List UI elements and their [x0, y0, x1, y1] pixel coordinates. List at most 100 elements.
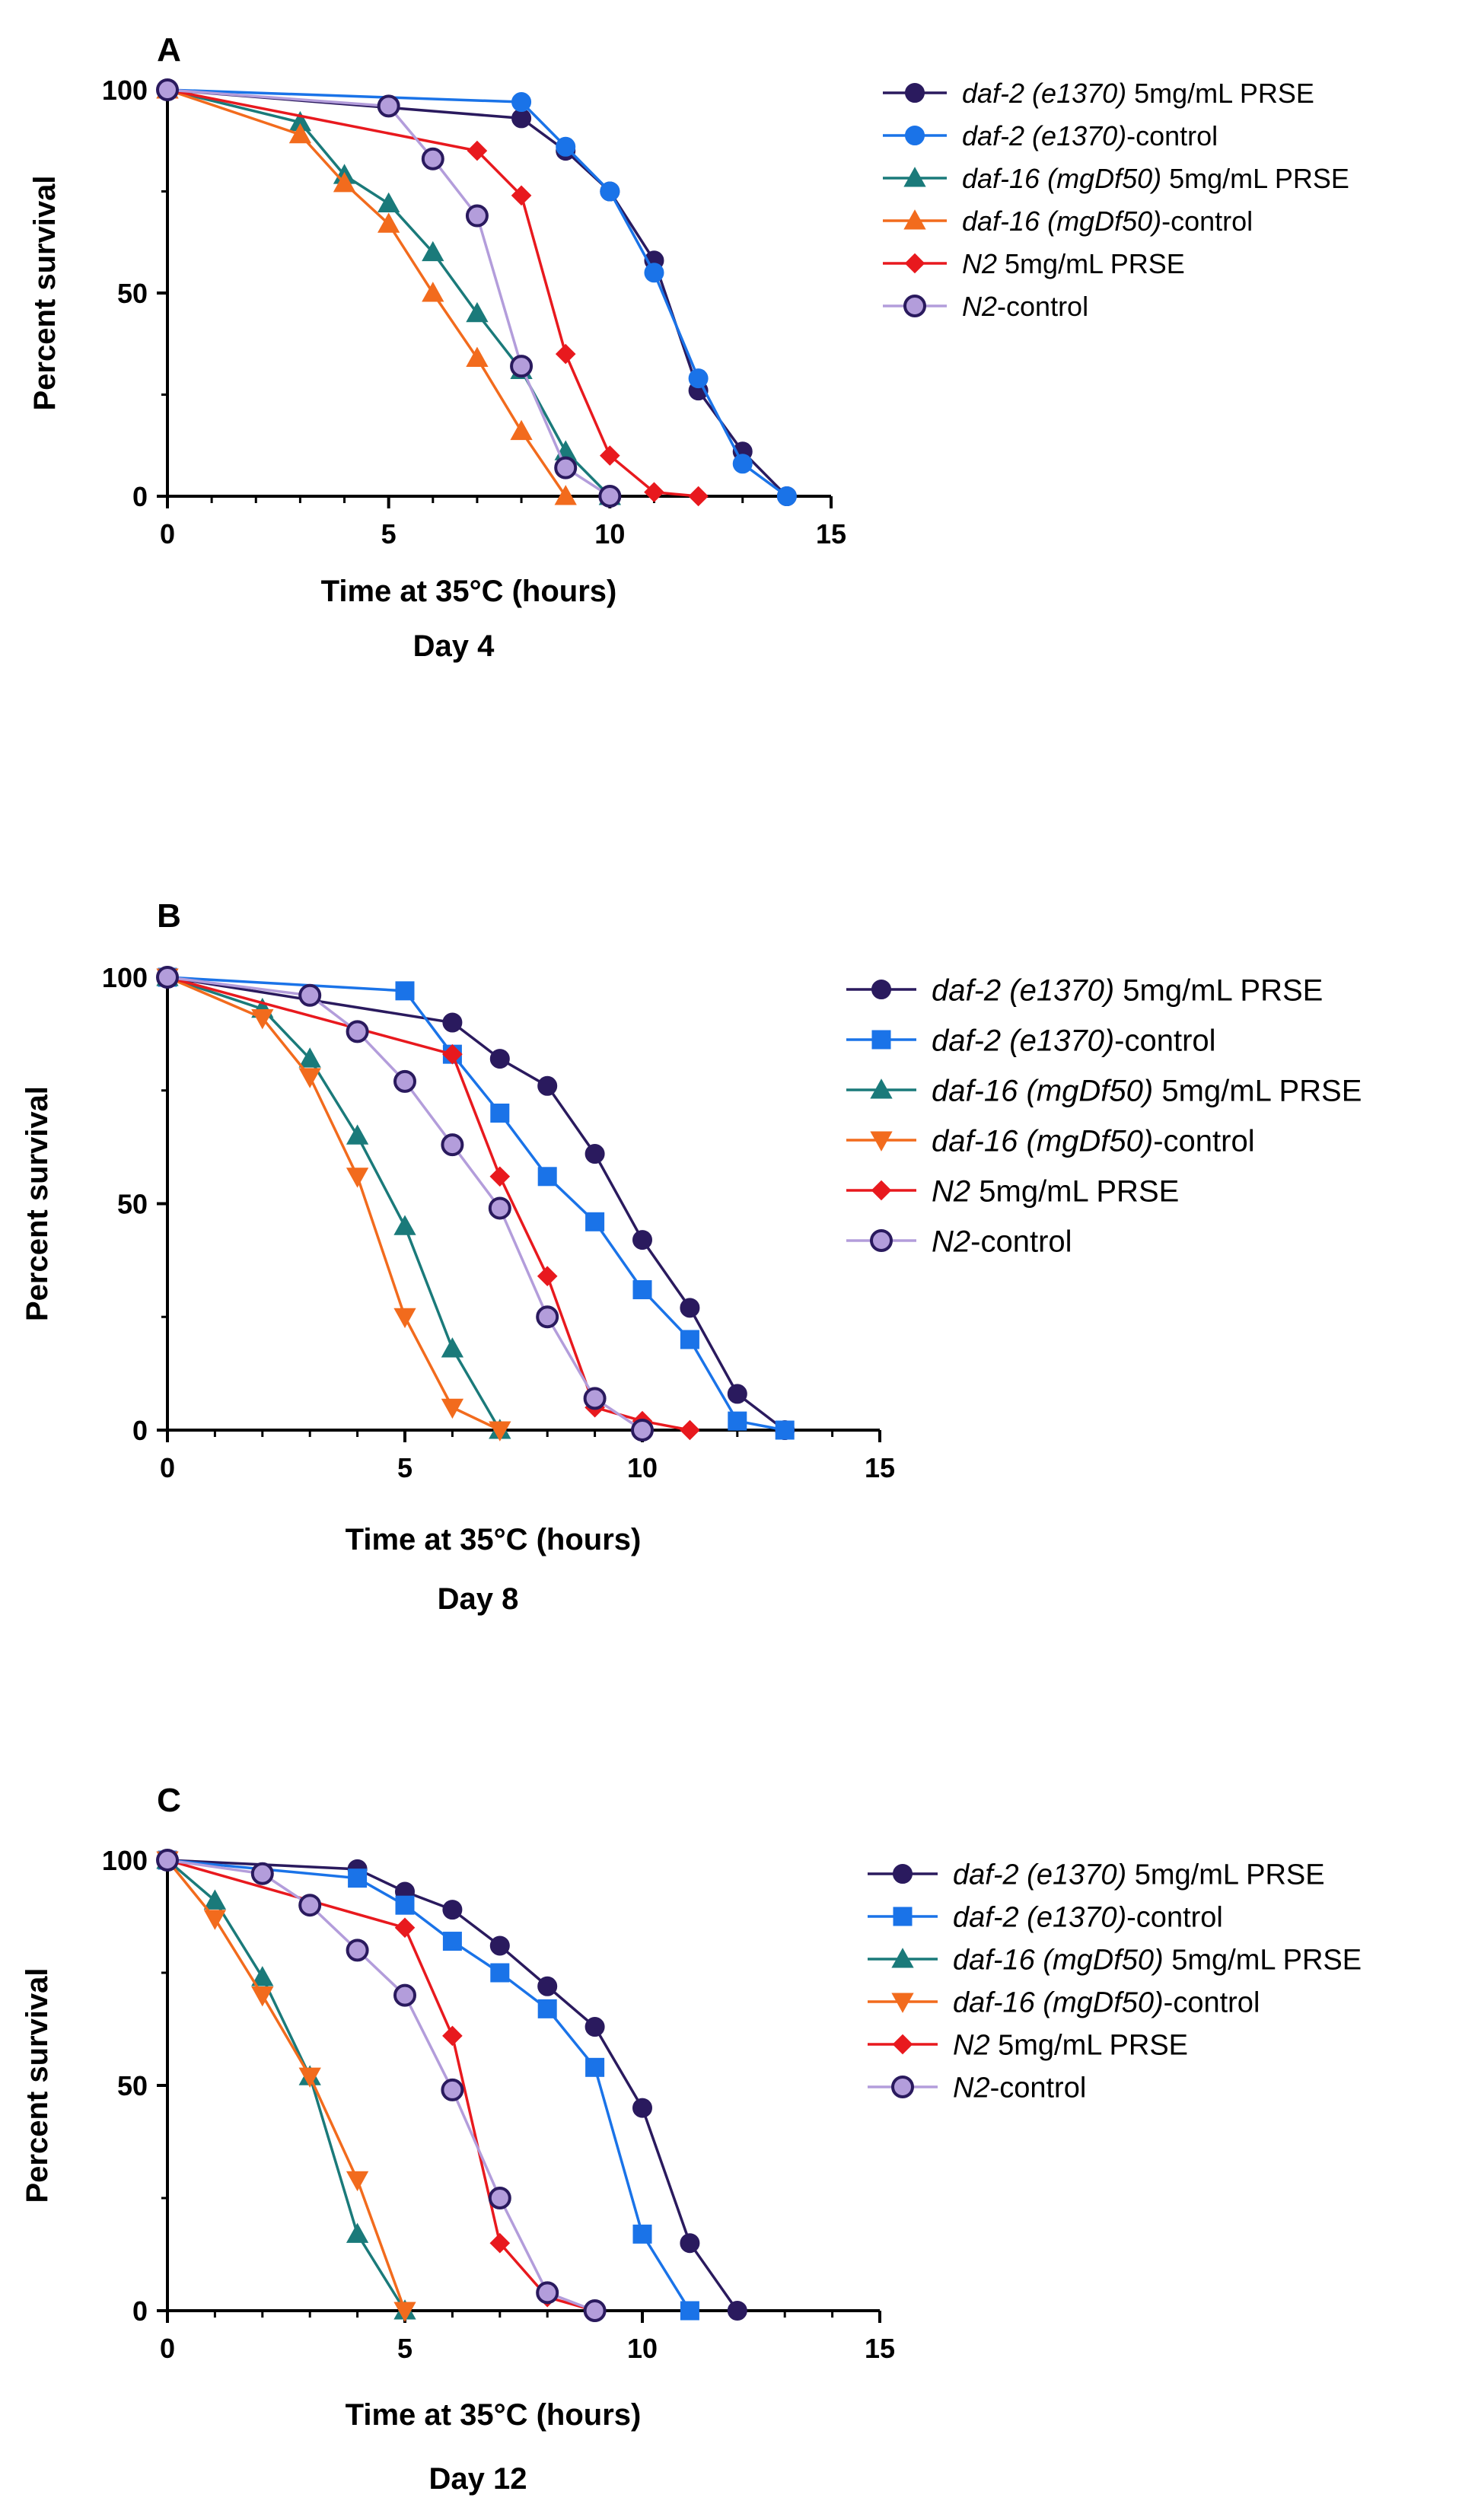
- x-axis-label: Time at 35°C (hours): [321, 575, 617, 608]
- data-point: [585, 1212, 605, 1231]
- data-point: [680, 2301, 699, 2321]
- panel-label: B: [157, 897, 181, 935]
- data-point: [775, 1420, 795, 1440]
- chart-panel-b: B 0 50 100 0 5 10 15 Time at 35°C (hours) Day 8 Pe…: [21, 897, 1362, 1616]
- series-line: [167, 976, 643, 1432]
- data-point: [537, 1976, 558, 1996]
- data-point: [537, 1167, 557, 1187]
- series-line: [167, 88, 788, 498]
- legend-label: daf-2 (e1370) 5mg/mL PRSE: [962, 78, 1314, 109]
- data-point: [395, 981, 415, 1001]
- x-tick-label: 5: [381, 518, 397, 550]
- legend-label: daf-16 (mgDf50)-control: [962, 205, 1253, 237]
- data-point: [555, 343, 576, 365]
- x-tick-label: 0: [160, 2333, 175, 2364]
- data-point: [393, 1215, 416, 1235]
- x-tick-label: 0: [160, 1452, 175, 1483]
- y-tick-label: 50: [117, 2070, 148, 2101]
- legend-label: N2-control: [962, 291, 1088, 322]
- legend-label: N2 5mg/mL PRSE: [953, 2030, 1188, 2062]
- data-point: [156, 966, 179, 989]
- legend-entry: daf-16 (mgDf50) 5mg/mL PRSE: [846, 1074, 1362, 1107]
- data-point: [537, 1075, 558, 1096]
- legend-marker: [871, 980, 891, 999]
- data-point: [393, 2302, 416, 2322]
- data-point: [465, 204, 489, 228]
- legend-entry: daf-2 (e1370)-control: [883, 120, 1218, 151]
- x-tick-label: 15: [865, 1452, 895, 1483]
- y-tick-label: 100: [102, 1845, 148, 1876]
- data-point: [537, 1266, 558, 1287]
- data-point: [680, 2233, 700, 2254]
- x-tick-label: 10: [594, 518, 625, 550]
- data-point: [393, 1308, 416, 1329]
- data-point: [394, 1917, 416, 1939]
- series-line: [167, 1859, 739, 2312]
- data-point: [442, 1900, 463, 1920]
- data-point: [511, 92, 532, 113]
- data-point: [583, 1387, 607, 1410]
- data-point: [600, 445, 620, 466]
- data-point: [632, 1280, 652, 1300]
- data-point: [288, 123, 312, 144]
- data-point: [536, 1305, 559, 1329]
- legend-entry: N2 5mg/mL PRSE: [883, 248, 1185, 279]
- legend-marker: [903, 295, 926, 317]
- panel-label: C: [157, 1782, 181, 1819]
- series-line: [167, 88, 611, 498]
- data-point: [442, 2025, 463, 2047]
- legend-marker: [892, 2034, 913, 2055]
- y-axis-label: Percent survival: [21, 1086, 54, 1321]
- legend-label: daf-16 (mgDf50) 5mg/mL PRSE: [962, 163, 1349, 194]
- data-point: [395, 1895, 415, 1915]
- y-tick-label: 50: [117, 278, 148, 309]
- data-point: [510, 419, 533, 441]
- chart-panel-a: A 0 50 100 0 5 10 15 Time at 35°C (hours) Day 4 Pe…: [28, 31, 1349, 663]
- series-4: [156, 968, 511, 1442]
- legend-marker: [904, 253, 925, 274]
- data-point: [556, 136, 576, 157]
- legend-entry: N2 5mg/mL PRSE: [846, 1174, 1179, 1208]
- data-point: [536, 2281, 559, 2305]
- series-5: [157, 79, 709, 507]
- data-point: [680, 1419, 700, 1441]
- data-point: [467, 140, 488, 161]
- y-tick-label: 50: [117, 1189, 148, 1220]
- legend-marker: [905, 126, 925, 145]
- data-point: [466, 346, 489, 367]
- series-line: [167, 88, 567, 497]
- data-point: [251, 1966, 274, 1986]
- data-point: [632, 1230, 652, 1250]
- legend-marker: [893, 1864, 913, 1884]
- series-6: [156, 1849, 607, 2322]
- y-tick-label: 0: [132, 2295, 148, 2327]
- legend-marker: [891, 2076, 914, 2098]
- x-axis-label: Time at 35°C (hours): [346, 1523, 642, 1556]
- data-point: [488, 1196, 511, 1220]
- legend-label: daf-16 (mgDf50) 5mg/mL PRSE: [953, 1945, 1362, 1977]
- data-point: [489, 1421, 511, 1442]
- series-line: [167, 976, 785, 1432]
- legend-entry: daf-16 (mgDf50) 5mg/mL PRSE: [883, 163, 1349, 194]
- legend-label: daf-2 (e1370)-control: [962, 120, 1218, 151]
- data-point: [466, 301, 489, 323]
- legend-marker: [905, 83, 925, 103]
- data-point: [250, 1862, 274, 1885]
- x-tick-label: 5: [397, 1452, 413, 1483]
- data-point: [422, 241, 444, 262]
- data-point: [346, 1124, 369, 1145]
- legend-entry: daf-16 (mgDf50) 5mg/mL PRSE: [868, 1945, 1362, 1977]
- data-point: [680, 1330, 699, 1349]
- series-5: [157, 967, 700, 1441]
- legend-entry: daf-16 (mgDf50)-control: [868, 1987, 1260, 2019]
- series-2: [158, 967, 795, 1440]
- y-tick-label: 0: [132, 1415, 148, 1446]
- legend-marker: [891, 1993, 914, 2013]
- panel-subtitle: Day 8: [438, 1582, 519, 1616]
- data-point: [442, 1043, 463, 1065]
- legend-marker: [893, 1907, 913, 1926]
- legend-label: daf-2 (e1370)-control: [953, 1902, 1223, 1934]
- data-point: [441, 2078, 464, 2101]
- x-tick-label: 15: [865, 2333, 895, 2364]
- legend-label: daf-16 (mgDf50) 5mg/mL PRSE: [932, 1074, 1362, 1107]
